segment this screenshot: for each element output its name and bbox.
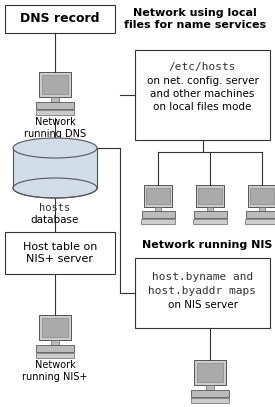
Bar xyxy=(246,211,275,218)
Text: database: database xyxy=(31,215,79,225)
Bar xyxy=(36,345,74,352)
Bar xyxy=(155,207,161,211)
Bar xyxy=(135,50,270,140)
Ellipse shape xyxy=(13,178,97,198)
Bar xyxy=(13,148,97,188)
Bar xyxy=(245,219,275,223)
FancyBboxPatch shape xyxy=(248,185,275,207)
Text: Network running NIS: Network running NIS xyxy=(142,240,272,250)
Bar xyxy=(259,207,265,211)
Bar xyxy=(207,207,213,211)
Text: host.byname and: host.byname and xyxy=(152,272,253,282)
Text: Network
running NIS+: Network running NIS+ xyxy=(22,361,88,382)
Bar xyxy=(42,75,68,94)
Bar xyxy=(51,97,59,102)
Text: Host table on
NIS+ server: Host table on NIS+ server xyxy=(23,242,97,264)
Text: on net. config. server
and other machines
on local files mode: on net. config. server and other machine… xyxy=(147,76,258,112)
Bar xyxy=(135,258,270,328)
Bar xyxy=(5,232,115,274)
Bar xyxy=(36,110,74,116)
Bar xyxy=(142,211,175,218)
Bar xyxy=(36,102,74,109)
Bar xyxy=(36,353,74,359)
Bar xyxy=(197,363,223,382)
Bar xyxy=(194,211,227,218)
FancyBboxPatch shape xyxy=(144,185,172,207)
Bar xyxy=(5,5,115,33)
FancyBboxPatch shape xyxy=(39,72,71,97)
Bar xyxy=(51,340,59,345)
Text: hosts: hosts xyxy=(39,203,71,213)
FancyBboxPatch shape xyxy=(196,185,224,207)
Text: Network using local
files for name services: Network using local files for name servi… xyxy=(124,8,266,31)
Text: Network
running DNS: Network running DNS xyxy=(24,117,86,139)
Bar xyxy=(191,398,229,403)
Text: DNS record: DNS record xyxy=(20,13,100,26)
Bar xyxy=(191,390,229,397)
Bar xyxy=(251,188,274,204)
Text: /etc/hosts: /etc/hosts xyxy=(169,62,236,72)
FancyBboxPatch shape xyxy=(194,360,226,385)
Text: host.byaddr maps: host.byaddr maps xyxy=(148,286,257,296)
Bar xyxy=(141,219,175,223)
Text: on NIS server: on NIS server xyxy=(167,300,238,310)
Bar xyxy=(193,219,227,223)
Bar xyxy=(147,188,170,204)
Bar xyxy=(206,385,214,390)
FancyBboxPatch shape xyxy=(39,315,71,340)
Bar xyxy=(199,188,222,204)
Bar xyxy=(42,318,68,337)
Ellipse shape xyxy=(13,138,97,158)
